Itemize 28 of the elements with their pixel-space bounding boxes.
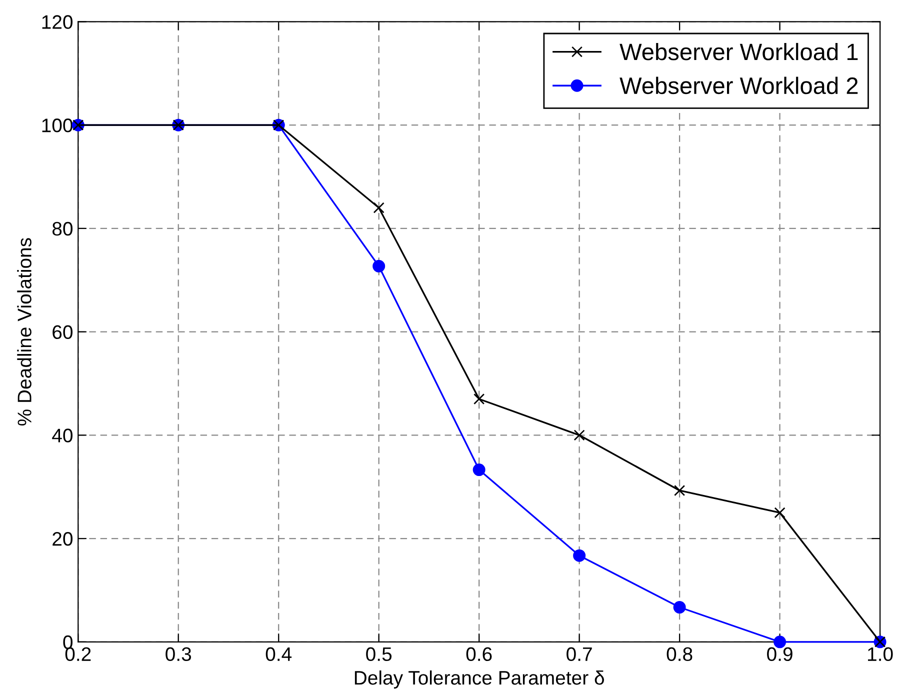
y-tick-label: 20 <box>52 532 73 546</box>
y-tick-label: 40 <box>52 428 73 442</box>
legend-label: Webserver Workload 2 <box>620 76 858 94</box>
point <box>574 430 585 441</box>
y-tick-label: 120 <box>42 15 73 29</box>
x-tick-label: 1.0 <box>868 647 893 662</box>
point <box>674 484 686 496</box>
x-tick-label: 0.8 <box>666 647 692 662</box>
legend-label: Webserver Workload 1 <box>620 42 858 60</box>
x-tick-label: 0.3 <box>166 647 192 662</box>
point <box>573 549 586 562</box>
y-tick-label: 80 <box>52 222 73 236</box>
point <box>474 393 485 405</box>
point <box>372 260 386 272</box>
x-tick-label: 0.6 <box>466 647 492 662</box>
y-tick-label: 100 <box>42 118 73 132</box>
x-tick-label: 0.4 <box>266 647 292 662</box>
x-tick-label: 0.5 <box>366 647 392 662</box>
point <box>472 464 486 476</box>
x-axis-title: Delay Tolerance Parameter δ <box>354 670 604 689</box>
y-tick-label: 60 <box>52 325 73 340</box>
point <box>373 202 384 214</box>
x-tick-label: 0.7 <box>566 647 592 662</box>
x-tick-label: 0.9 <box>767 647 792 662</box>
point <box>774 507 786 518</box>
y-axis-title: % Deadline Violations <box>17 238 32 426</box>
point <box>673 601 686 614</box>
x-tick-label: 0.2 <box>65 647 91 662</box>
